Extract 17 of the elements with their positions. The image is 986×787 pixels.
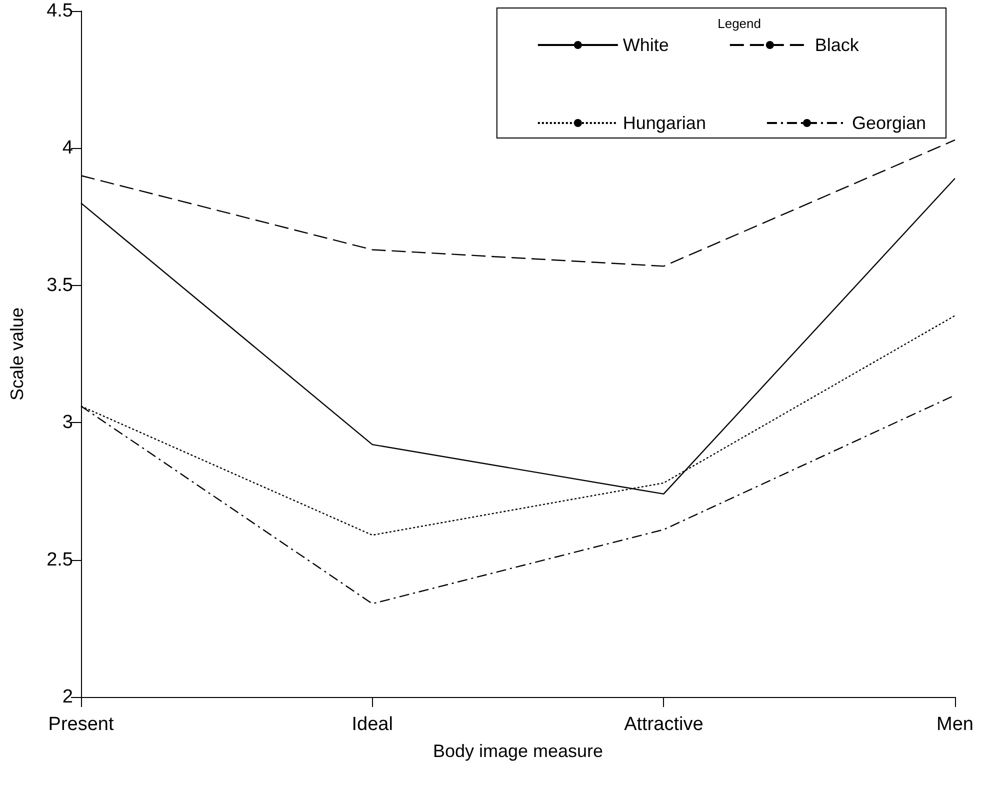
y-tick-label: 2.5: [46, 549, 73, 570]
x-tick-label: Attractive: [624, 714, 704, 735]
x-axis-title: Body image measure: [432, 741, 604, 761]
legend-label: Hungarian: [622, 113, 706, 133]
y-tick-label: 4: [62, 138, 74, 159]
legend-label: White: [622, 35, 669, 55]
y-tick-label: 4.5: [46, 0, 73, 22]
x-tick-label: Present: [48, 714, 114, 735]
x-tick-label: Men: [936, 714, 974, 735]
y-tick-label: 3.5: [46, 274, 73, 296]
y-tick-label: 3: [62, 412, 73, 434]
y-axis-title: Scale value: [7, 307, 27, 401]
y-tick-label: 2: [62, 686, 73, 708]
legend-label: Georgian: [852, 113, 926, 133]
legend-title: Legend: [718, 16, 762, 31]
legend-label: Black: [814, 35, 860, 55]
x-tick-label: Ideal: [352, 714, 393, 735]
